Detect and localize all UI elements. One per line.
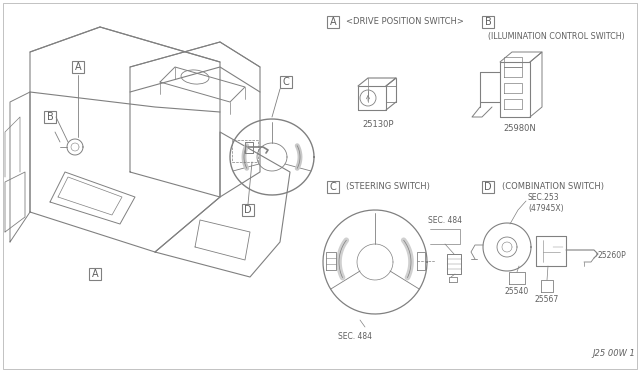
Bar — [482, 181, 494, 193]
Text: 25260P: 25260P — [598, 251, 627, 260]
Bar — [242, 204, 254, 216]
Bar — [72, 61, 84, 73]
Text: (STEERING SWITCH): (STEERING SWITCH) — [346, 183, 430, 192]
Text: 25567: 25567 — [535, 295, 559, 304]
Text: J25 00W 1: J25 00W 1 — [592, 349, 635, 358]
Ellipse shape — [181, 70, 209, 84]
Bar — [482, 16, 494, 28]
Text: SEC. 484: SEC. 484 — [428, 216, 462, 225]
Text: A: A — [330, 17, 336, 27]
Text: SEC. 484: SEC. 484 — [338, 332, 372, 341]
Bar — [89, 268, 101, 280]
Text: 25130P: 25130P — [362, 120, 394, 129]
Bar — [327, 16, 339, 28]
Text: SEC.253: SEC.253 — [528, 192, 559, 202]
Bar — [44, 111, 56, 123]
Text: <DRIVE POSITION SWITCH>: <DRIVE POSITION SWITCH> — [346, 17, 464, 26]
Text: A: A — [92, 269, 99, 279]
Text: A: A — [75, 62, 81, 72]
Text: (ILLUMINATION CONTROL SWITCH): (ILLUMINATION CONTROL SWITCH) — [488, 32, 625, 42]
Text: (47945X): (47945X) — [528, 203, 564, 212]
Text: C: C — [283, 77, 289, 87]
Text: B: B — [484, 17, 492, 27]
Circle shape — [360, 90, 376, 106]
Text: 25540: 25540 — [505, 287, 529, 296]
Text: D: D — [484, 182, 492, 192]
Text: C: C — [330, 182, 337, 192]
Text: D: D — [244, 205, 252, 215]
Bar — [280, 76, 292, 88]
Bar — [327, 181, 339, 193]
Text: B: B — [47, 112, 53, 122]
Text: 25980N: 25980N — [504, 124, 536, 133]
Text: (COMBINATION SWITCH): (COMBINATION SWITCH) — [502, 183, 604, 192]
